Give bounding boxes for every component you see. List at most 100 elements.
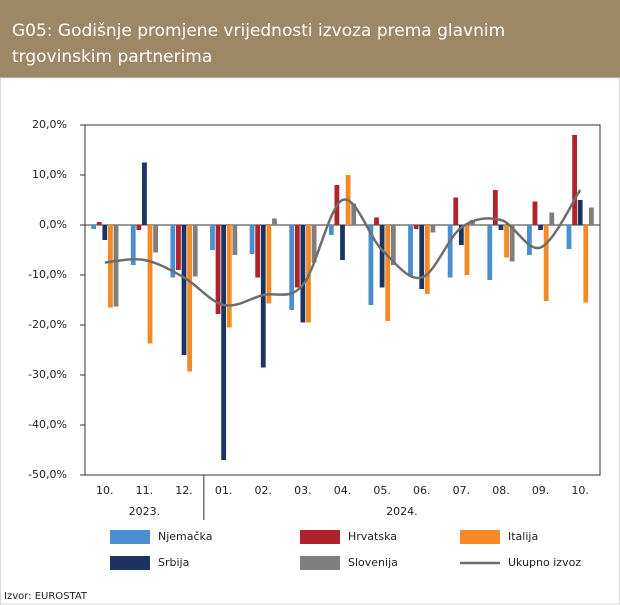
- plot-area: [84, 124, 601, 476]
- bar: [385, 225, 391, 321]
- bar: [340, 225, 345, 260]
- bar: [130, 225, 136, 265]
- y-tick-label: -30,0%: [28, 368, 67, 381]
- x-tick-label: 05.: [373, 484, 391, 497]
- source: Izvor: EUROSTAT: [4, 591, 88, 602]
- legend-label: Slovenija: [348, 556, 398, 569]
- bar: [136, 225, 142, 230]
- x-tick-label: 01.: [215, 484, 233, 497]
- bar: [390, 225, 396, 265]
- legend-label: Ukupno izvoz: [508, 556, 581, 569]
- bar: [102, 225, 108, 240]
- y-tick-label: -10,0%: [28, 268, 67, 281]
- x-tick-label: 10.: [96, 484, 114, 497]
- bar: [430, 225, 436, 233]
- x-tick-label: 09.: [532, 484, 550, 497]
- x-tick-label: 03.: [294, 484, 312, 497]
- x-tick-label: 11.: [136, 484, 154, 497]
- bar: [176, 225, 181, 270]
- legend-label: Njemačka: [158, 530, 212, 543]
- bar: [187, 225, 193, 372]
- legend-swatch: [110, 530, 150, 544]
- bar: [181, 225, 187, 355]
- legend-swatch: [300, 530, 340, 544]
- bar: [543, 225, 549, 301]
- bar: [532, 201, 538, 225]
- bar: [108, 225, 113, 308]
- x-group-label: 2024.: [386, 505, 418, 518]
- bar: [91, 225, 97, 229]
- y-tick-label: -40,0%: [28, 418, 67, 431]
- bar: [413, 225, 419, 229]
- bar: [351, 203, 357, 225]
- bar: [538, 225, 543, 230]
- bar: [232, 225, 238, 255]
- bar: [464, 225, 470, 275]
- bar: [487, 225, 493, 280]
- bar: [153, 225, 159, 253]
- bar: [498, 225, 504, 230]
- bar: [255, 225, 261, 278]
- y-tick-label: 0,0%: [39, 218, 67, 231]
- bar: [566, 225, 572, 249]
- bar: [509, 225, 515, 262]
- bar: [272, 218, 277, 225]
- frame: [0, 77, 620, 605]
- bar: [249, 225, 255, 254]
- bar: [368, 225, 374, 305]
- bar: [374, 217, 379, 225]
- bar: [583, 225, 589, 303]
- chart-title: G05: Godišnje promjene vrijednosti izvoz…: [12, 21, 506, 67]
- bar: [96, 222, 102, 225]
- x-group-label: 2023.: [129, 505, 161, 518]
- bar: [492, 190, 498, 225]
- line: [104, 189, 582, 307]
- bar: [577, 200, 583, 225]
- bar: [215, 225, 221, 314]
- x-tick-label: 02.: [255, 484, 273, 497]
- legend-label: Italija: [508, 530, 538, 543]
- y-tick-label: -50,0%: [28, 468, 67, 481]
- bar: [408, 225, 413, 277]
- bar: [311, 225, 317, 263]
- bar: [572, 135, 577, 225]
- legend-swatch: [110, 556, 150, 570]
- y-tick-label: -20,0%: [28, 318, 67, 331]
- bar: [447, 225, 453, 278]
- legend-swatch: [300, 556, 340, 570]
- bar: [266, 225, 272, 304]
- bar: [419, 225, 425, 289]
- x-tick-label: 08.: [492, 484, 510, 497]
- bar: [328, 225, 334, 235]
- bar: [289, 225, 295, 310]
- bar: [113, 225, 119, 307]
- legend-label: Srbija: [158, 556, 189, 569]
- legend-label: Hrvatska: [348, 530, 397, 543]
- bar: [147, 225, 153, 344]
- bar: [458, 225, 464, 245]
- bar: [549, 212, 555, 225]
- header: G05: Godišnje promjene vrijednosti izvoz…: [0, 0, 620, 78]
- bar: [226, 225, 232, 328]
- y-tick-label: 20,0%: [32, 118, 67, 131]
- x-tick-label: 06.: [413, 484, 431, 497]
- bar: [170, 225, 176, 278]
- bar: [192, 225, 198, 277]
- x-tick-label: 12.: [175, 484, 193, 497]
- bar: [453, 197, 459, 225]
- bar: [210, 225, 215, 250]
- x-tick-label: 10.: [571, 484, 589, 497]
- bar: [142, 162, 147, 225]
- y-tick-label: 10,0%: [32, 168, 67, 181]
- bar: [424, 225, 430, 294]
- bar: [504, 225, 509, 258]
- x-tick-label: 07.: [453, 484, 471, 497]
- x-tick-label: 04.: [334, 484, 352, 497]
- bar: [379, 225, 385, 288]
- bar: [221, 225, 227, 460]
- legend-swatch: [460, 530, 500, 544]
- bar: [294, 225, 300, 288]
- bar: [300, 225, 306, 323]
